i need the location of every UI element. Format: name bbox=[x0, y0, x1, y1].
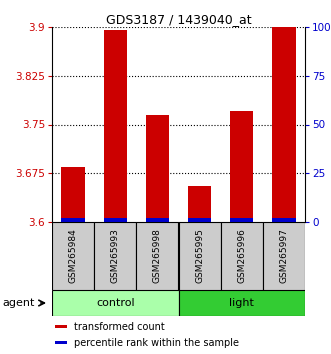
Bar bbox=[62, 218, 85, 222]
Bar bbox=[230, 218, 253, 222]
Bar bbox=[52, 222, 94, 290]
Text: agent: agent bbox=[2, 298, 34, 308]
Text: GSM265984: GSM265984 bbox=[69, 229, 77, 283]
Bar bbox=[188, 186, 211, 222]
Text: control: control bbox=[96, 298, 135, 308]
Text: light: light bbox=[229, 298, 254, 308]
Text: GSM265997: GSM265997 bbox=[279, 229, 288, 284]
Text: GSM265993: GSM265993 bbox=[111, 229, 120, 284]
Bar bbox=[55, 341, 67, 344]
Bar bbox=[178, 222, 221, 290]
Bar bbox=[188, 218, 211, 222]
Bar bbox=[104, 30, 127, 222]
Bar bbox=[94, 222, 136, 290]
Text: GSM265998: GSM265998 bbox=[153, 229, 162, 284]
Bar bbox=[62, 167, 85, 222]
Bar bbox=[136, 222, 178, 290]
Bar bbox=[52, 290, 178, 316]
Bar bbox=[263, 222, 305, 290]
Bar bbox=[178, 290, 305, 316]
Text: transformed count: transformed count bbox=[74, 322, 165, 332]
Bar bbox=[104, 218, 127, 222]
Bar bbox=[272, 218, 296, 222]
Text: GSM265996: GSM265996 bbox=[237, 229, 246, 284]
Bar bbox=[221, 222, 263, 290]
Title: GDS3187 / 1439040_at: GDS3187 / 1439040_at bbox=[106, 13, 251, 26]
Bar bbox=[146, 115, 169, 222]
Text: percentile rank within the sample: percentile rank within the sample bbox=[74, 338, 239, 348]
Bar bbox=[230, 112, 253, 222]
Bar bbox=[146, 218, 169, 222]
Bar bbox=[55, 325, 67, 328]
Text: GSM265995: GSM265995 bbox=[195, 229, 204, 284]
Bar bbox=[272, 27, 296, 222]
